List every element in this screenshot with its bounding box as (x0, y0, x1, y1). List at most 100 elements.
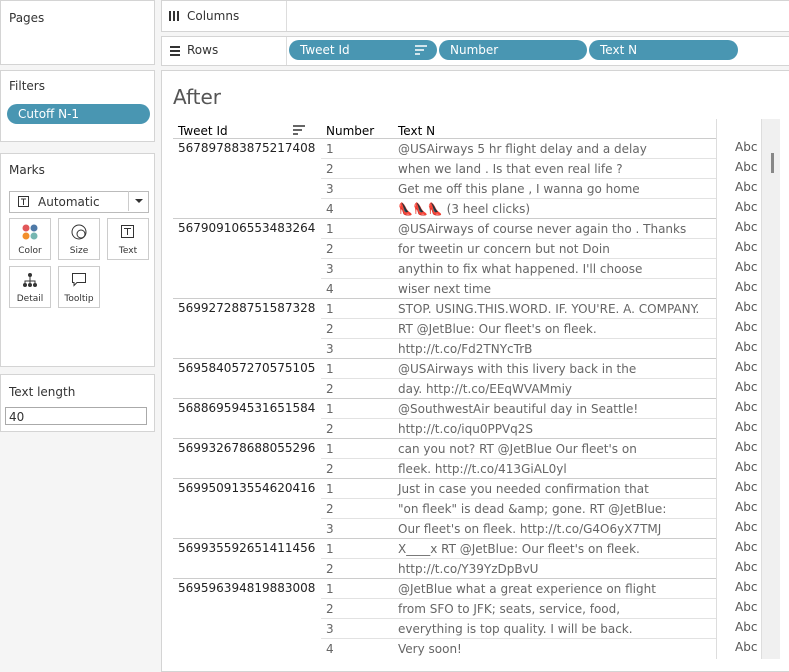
row-pill[interactable]: Text N (589, 40, 738, 60)
abc-cell: Abc (735, 140, 758, 154)
abc-cell: Abc (735, 340, 758, 354)
number-cell: 1 (326, 362, 334, 376)
text-cell: @USAirways with this livery back in the (398, 362, 637, 376)
tooltip-button[interactable]: Tooltip (58, 266, 100, 308)
abc-cell: Abc (735, 520, 758, 534)
column-header[interactable]: Text N (398, 124, 436, 138)
row-line (321, 318, 716, 319)
row-line (321, 498, 716, 499)
number-cell: 2 (326, 242, 334, 256)
row-pill[interactable]: Tweet Id (289, 40, 437, 60)
number-cell: 2 (326, 382, 334, 396)
abc-cell: Abc (735, 440, 758, 454)
row-pill[interactable]: Number (439, 40, 587, 60)
number-cell: 4 (326, 642, 334, 656)
button-label: Text (118, 246, 138, 256)
abc-cell: Abc (735, 560, 758, 574)
text-cell: can you not? RT @JetBlue Our fleet's on (398, 442, 637, 456)
group-line (173, 538, 716, 539)
number-cell: 2 (326, 562, 334, 576)
abc-cell: Abc (735, 220, 758, 234)
row-line (321, 378, 716, 379)
parameter-input[interactable]: 40 (5, 407, 147, 425)
number-cell: 1 (326, 582, 334, 596)
row-line (321, 258, 716, 259)
parameter-title: Text length (9, 385, 76, 399)
text-cell: 👠👠👠 (3 heel clicks) (398, 202, 531, 216)
text-cell: for tweetin ur concern but not Doin (398, 242, 610, 256)
columns-icon (169, 11, 179, 21)
number-cell: 1 (326, 402, 334, 416)
sort-icon[interactable] (293, 125, 305, 135)
text-cell: from SFO to JFK; seats, service, food, (398, 602, 621, 616)
columns-shelf: Columns (161, 0, 789, 32)
tweet-id: 569927288751587328 (178, 301, 316, 315)
row-line (321, 518, 716, 519)
text-cell: Very soon! (398, 642, 462, 656)
pill-label: Tweet Id (300, 43, 350, 57)
row-line (321, 638, 716, 639)
group-line (173, 298, 716, 299)
row-line (321, 238, 716, 239)
text-cell: X____x RT @JetBlue: Our fleet's on fleek… (398, 542, 640, 556)
row-line (321, 558, 716, 559)
text-cell: RT @JetBlue: Our fleet's on fleek. (398, 322, 597, 336)
tweet-id: 569950913554620416 (178, 481, 316, 495)
group-line (173, 398, 716, 399)
number-cell: 1 (326, 542, 334, 556)
abc-cell: Abc (735, 600, 758, 614)
abc-cell: Abc (735, 260, 758, 274)
row-line (321, 418, 716, 419)
abc-cell: Abc (735, 300, 758, 314)
text-cell: Get me off this plane , I wanna go home (398, 182, 640, 196)
filters-title: Filters (9, 79, 45, 93)
text-cell: anythin to fix what happened. I'll choos… (398, 262, 643, 276)
group-line (173, 478, 716, 479)
number-cell: 2 (326, 162, 334, 176)
column-divider (716, 119, 717, 659)
shelf-divider (286, 37, 287, 65)
marks-card: Marks Automatic Color Size Text Detail T… (0, 153, 155, 367)
number-cell: 2 (326, 422, 334, 436)
column-header[interactable]: Tweet Id (178, 124, 228, 138)
button-label: Size (69, 246, 89, 256)
detail-button[interactable]: Detail (9, 266, 51, 308)
number-cell: 1 (326, 222, 334, 236)
text-cell: everything is top quality. I will be bac… (398, 622, 633, 636)
sheet-title: After (173, 85, 222, 109)
scrollbar[interactable] (761, 119, 780, 659)
abc-cell: Abc (735, 180, 758, 194)
abc-cell: Abc (735, 280, 758, 294)
text-cell: http://t.co/Fd2TNYcTrB (398, 342, 533, 356)
text-button[interactable]: Text (107, 218, 149, 260)
text-cell: Our fleet's on fleek. http://t.co/G4O6yX… (398, 522, 662, 536)
abc-cell: Abc (735, 380, 758, 394)
row-line (321, 198, 716, 199)
number-cell: 3 (326, 262, 334, 276)
number-cell: 4 (326, 202, 334, 216)
rows-icon (170, 46, 180, 56)
filter-pill[interactable]: Cutoff N-1 (7, 104, 150, 124)
abc-cell: Abc (735, 640, 758, 654)
columns-label: Columns (187, 9, 240, 23)
group-line (173, 438, 716, 439)
number-cell: 1 (326, 142, 334, 156)
text-cell: wiser next time (398, 282, 492, 296)
abc-cell: Abc (735, 580, 758, 594)
abc-cell: Abc (735, 620, 758, 634)
color-button[interactable]: Color (9, 218, 51, 260)
abc-cell: Abc (735, 160, 758, 174)
number-cell: 4 (326, 282, 334, 296)
tweet-id: 569584057270575105 (178, 361, 316, 375)
text-cell: http://t.co/Y39YzDpBvU (398, 562, 539, 576)
mark-type-dropdown[interactable]: Automatic (9, 191, 149, 213)
tweet-id: 569935592651411456 (178, 541, 316, 555)
column-header[interactable]: Number (326, 124, 375, 138)
row-line (321, 278, 716, 279)
rows-label: Rows (187, 43, 219, 57)
row-line (321, 598, 716, 599)
marks-title: Marks (9, 163, 45, 177)
size-button[interactable]: Size (58, 218, 100, 260)
button-label: Color (18, 246, 42, 256)
number-cell: 3 (326, 342, 334, 356)
